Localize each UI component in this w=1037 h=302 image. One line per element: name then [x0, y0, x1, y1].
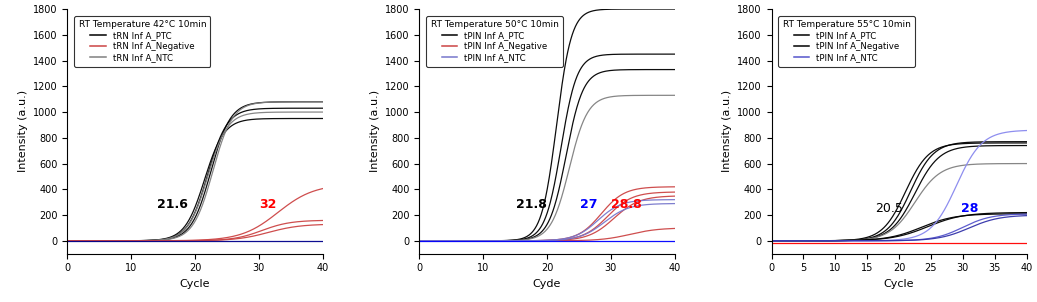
Text: 28: 28 — [960, 202, 978, 215]
Text: 20.5: 20.5 — [875, 202, 903, 215]
Legend: tRN Inf A_PTC, tRN Inf A_Negative, tRN Inf A_NTC: tRN Inf A_PTC, tRN Inf A_Negative, tRN I… — [75, 16, 211, 67]
Text: 28.8: 28.8 — [612, 198, 642, 211]
Text: 21.6: 21.6 — [158, 198, 188, 211]
X-axis label: Cycle: Cycle — [884, 279, 915, 289]
Text: 27: 27 — [580, 198, 597, 211]
X-axis label: Cycle: Cycle — [179, 279, 211, 289]
Y-axis label: Intensity (a.u.): Intensity (a.u.) — [369, 90, 380, 172]
Y-axis label: Intensity (a.u.): Intensity (a.u.) — [18, 90, 28, 172]
Y-axis label: Intensity (a.u.): Intensity (a.u.) — [722, 90, 732, 172]
Legend: tPIN Inf A_PTC, tPIN Inf A_Negative, tPIN Inf A_NTC: tPIN Inf A_PTC, tPIN Inf A_Negative, tPI… — [426, 16, 563, 67]
Text: 32: 32 — [259, 198, 277, 211]
X-axis label: Cyde: Cyde — [533, 279, 561, 289]
Legend: tPIN Inf A_PTC, tPIN Inf A_Negative, tPIN Inf A_NTC: tPIN Inf A_PTC, tPIN Inf A_Negative, tPI… — [779, 16, 915, 67]
Text: 21.8: 21.8 — [515, 198, 546, 211]
